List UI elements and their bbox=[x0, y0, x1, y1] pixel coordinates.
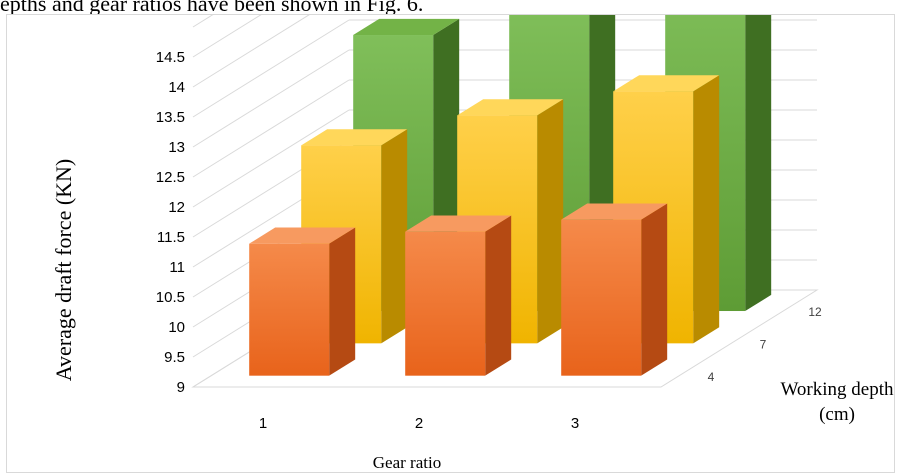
x-tick-label: 3 bbox=[571, 415, 579, 432]
bar-top bbox=[561, 203, 668, 220]
caption-fragment: epths and gear ratios have been shown in… bbox=[0, 0, 424, 14]
bar-side bbox=[693, 75, 720, 344]
bar-top bbox=[457, 99, 564, 116]
bar-top bbox=[301, 129, 408, 146]
gridline-side bbox=[192, 79, 350, 178]
y-tick-label: 14.5 bbox=[156, 49, 185, 66]
gridline-side bbox=[192, 15, 310, 88]
bar-side bbox=[537, 99, 564, 344]
bar-depth-4-gear-2 bbox=[405, 215, 512, 376]
y-tick-label: 14 bbox=[168, 79, 185, 96]
y-tick-label: 11 bbox=[169, 259, 185, 276]
y-tick-label: 12 bbox=[168, 199, 185, 216]
bar-side bbox=[485, 215, 512, 376]
bar-side bbox=[745, 15, 772, 312]
bar-depth-4-gear-1 bbox=[249, 227, 356, 376]
bar-top bbox=[613, 75, 720, 92]
bar-front bbox=[249, 243, 330, 376]
y-tick-label: 11.5 bbox=[157, 229, 185, 246]
y-tick-label: 12.5 bbox=[156, 169, 185, 186]
z-tick-label: 12 bbox=[808, 305, 822, 319]
bar-side bbox=[329, 227, 356, 376]
z-tick-label: 4 bbox=[708, 370, 715, 384]
x-tick-label: 2 bbox=[415, 415, 423, 432]
y-tick-label: 10 bbox=[168, 319, 185, 336]
bar-top bbox=[249, 227, 356, 244]
y-tick-label: 9.5 bbox=[164, 349, 185, 366]
gridline-side bbox=[192, 109, 350, 208]
bar-side bbox=[381, 129, 408, 344]
gridline-side bbox=[192, 49, 350, 148]
y-tick-label: 13 bbox=[168, 139, 185, 156]
gridline-side bbox=[192, 15, 214, 28]
y-axis-title: Average draft force (KN) bbox=[51, 159, 76, 382]
bars bbox=[249, 15, 772, 376]
bar-front bbox=[561, 219, 642, 376]
bar-front bbox=[405, 231, 486, 376]
gridline-side bbox=[192, 19, 350, 118]
z-tick-label: 7 bbox=[760, 338, 767, 352]
bar-top bbox=[405, 215, 512, 232]
bar-top bbox=[353, 18, 460, 36]
x-axis-title: Gear ratio bbox=[373, 453, 441, 472]
gridline-side bbox=[192, 15, 262, 58]
z-axis-title-line1: Working depth bbox=[781, 379, 894, 400]
bar-side bbox=[641, 203, 668, 376]
y-tick-label: 10.5 bbox=[156, 289, 185, 306]
x-tick-label: 1 bbox=[259, 415, 267, 432]
y-tick-label: 13.5 bbox=[156, 109, 185, 126]
z-axis-title-line2: (cm) bbox=[819, 404, 855, 425]
y-tick-label: 9 bbox=[177, 379, 185, 396]
chart-frame: 9 9.5 10 10.5 11 11.5 12 12.5 13 13.5 14 14.5 1 2 3 4 7 1… bbox=[6, 14, 895, 473]
bar-depth-4-gear-3 bbox=[561, 203, 668, 376]
